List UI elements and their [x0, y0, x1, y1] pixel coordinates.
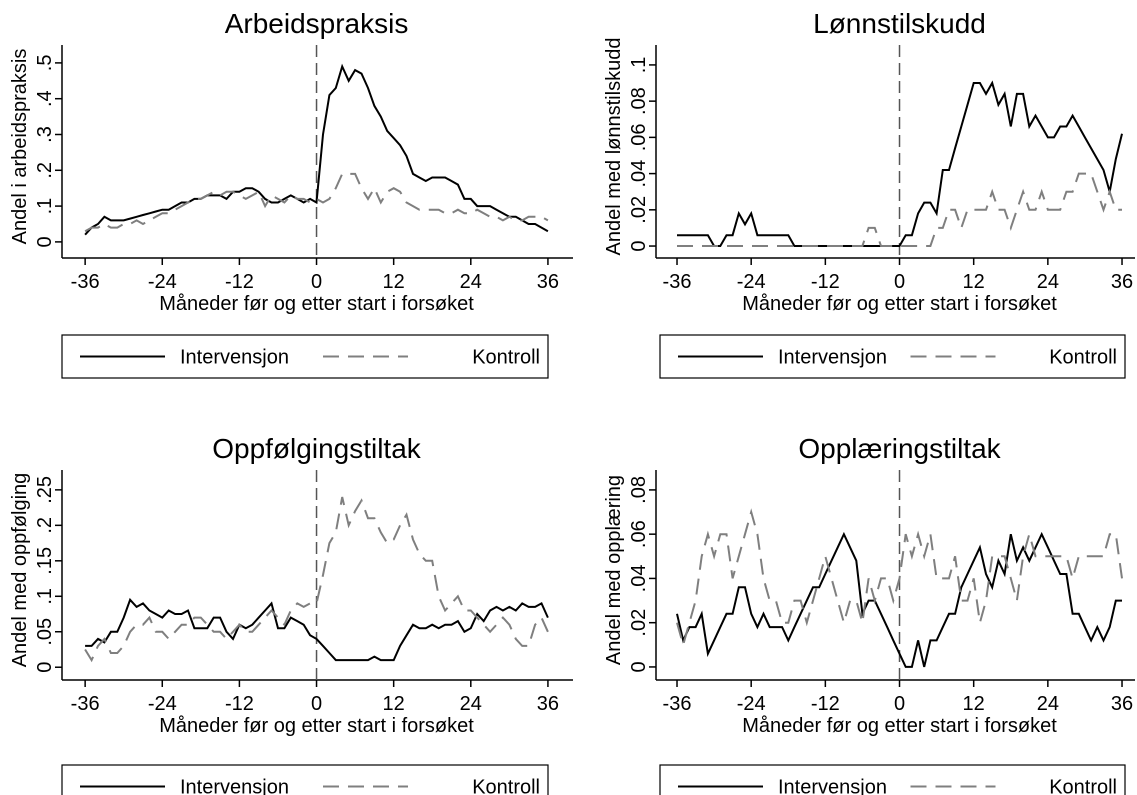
x-tick-label: 24 — [460, 271, 482, 293]
y-tick-label: .06 — [628, 520, 650, 548]
y-tick-label: 0 — [34, 236, 56, 247]
y-tick-label: .08 — [628, 87, 650, 115]
x-axis-title: Måneder før og etter start i forsøket — [159, 293, 474, 315]
x-tick-label: -12 — [811, 693, 840, 715]
chart-title: Oppfølgingstiltak — [212, 433, 422, 464]
series-line — [84, 496, 549, 663]
y-axis-title: Andel med oppfølging — [9, 473, 31, 668]
x-tick-label: -12 — [225, 693, 254, 715]
series-line — [84, 172, 549, 233]
x-tick-label: 24 — [1037, 693, 1059, 715]
x-axis-title: Måneder før og etter start i forsøket — [742, 293, 1057, 315]
x-tick-label: -24 — [737, 271, 766, 293]
x-tick-label: 0 — [311, 693, 322, 715]
y-tick-label: 0 — [34, 662, 56, 673]
y-tick-label: 0 — [628, 240, 650, 251]
y-axis-title: Andel med lønnstilskudd — [603, 38, 625, 256]
y-tick-label: .05 — [34, 618, 56, 646]
x-tick-label: -24 — [737, 693, 766, 715]
x-tick-label: 12 — [963, 271, 985, 293]
x-tick-label: -24 — [148, 271, 177, 293]
chart-title: Lønnstilskudd — [813, 8, 986, 39]
y-tick-label: .1 — [628, 57, 650, 74]
y-tick-label: .4 — [34, 90, 56, 107]
y-tick-label: .25 — [34, 476, 56, 504]
x-tick-label: -36 — [71, 693, 100, 715]
y-tick-label: .15 — [34, 547, 56, 575]
series-line — [676, 508, 1123, 649]
x-tick-label: 12 — [383, 693, 405, 715]
series-line — [676, 531, 1122, 668]
chart-title: Arbeidspraksis — [225, 8, 409, 39]
legend-label: Intervensjon — [180, 777, 289, 795]
y-tick-label: .04 — [628, 160, 650, 188]
x-tick-label: -36 — [663, 271, 692, 293]
x-tick-label: 0 — [894, 271, 905, 293]
x-tick-label: -24 — [148, 693, 177, 715]
chart-title: Opplæringstiltak — [798, 433, 1001, 464]
x-tick-label: 36 — [537, 271, 559, 293]
x-tick-label: 36 — [1111, 271, 1133, 293]
x-tick-label: -12 — [225, 271, 254, 293]
series-line — [677, 172, 1122, 247]
legend-box — [61, 764, 549, 795]
x-tick-label: 36 — [1111, 693, 1133, 715]
y-tick-label: .1 — [34, 198, 56, 215]
x-tick-label: 0 — [311, 271, 322, 293]
y-tick-label: .02 — [628, 609, 650, 637]
x-tick-label: 36 — [537, 693, 559, 715]
y-tick-label: .2 — [34, 162, 56, 179]
series-line — [84, 63, 549, 236]
series-line — [85, 597, 549, 662]
legend-label: Kontroll — [472, 347, 540, 369]
y-axis-title: Andel i arbeidspraksis — [9, 49, 31, 245]
x-axis-title: Måneder før og etter start i forsøket — [742, 715, 1057, 737]
y-axis-title: Andel med opplæring — [603, 475, 625, 665]
legend-label: Kontroll — [1049, 347, 1117, 369]
legend-label: Kontroll — [1049, 777, 1117, 795]
x-tick-label: -36 — [663, 693, 692, 715]
x-axis-title: Måneder før og etter start i forsøket — [159, 715, 474, 737]
y-tick-label: .02 — [628, 196, 650, 224]
legend-box — [659, 764, 1126, 795]
y-tick-label: 0 — [628, 661, 650, 672]
x-tick-label: -36 — [71, 271, 100, 293]
x-tick-label: 24 — [460, 693, 482, 715]
legend-label: Intervensjon — [778, 347, 887, 369]
x-tick-label: 12 — [963, 693, 985, 715]
y-tick-label: .5 — [34, 55, 56, 72]
x-tick-label: 12 — [383, 271, 405, 293]
y-tick-label: .08 — [628, 476, 650, 504]
x-tick-label: -12 — [811, 271, 840, 293]
y-tick-label: .1 — [34, 588, 56, 605]
y-tick-label: .04 — [628, 565, 650, 593]
y-tick-label: .3 — [34, 126, 56, 143]
legend-label: Kontroll — [472, 777, 540, 795]
y-tick-label: .2 — [34, 517, 56, 534]
y-tick-label: .06 — [628, 123, 650, 151]
series-line — [677, 80, 1123, 247]
legend-label: Intervensjon — [180, 347, 289, 369]
x-tick-label: 0 — [894, 693, 905, 715]
x-tick-label: 24 — [1037, 271, 1059, 293]
legend-label: Intervensjon — [778, 777, 887, 795]
